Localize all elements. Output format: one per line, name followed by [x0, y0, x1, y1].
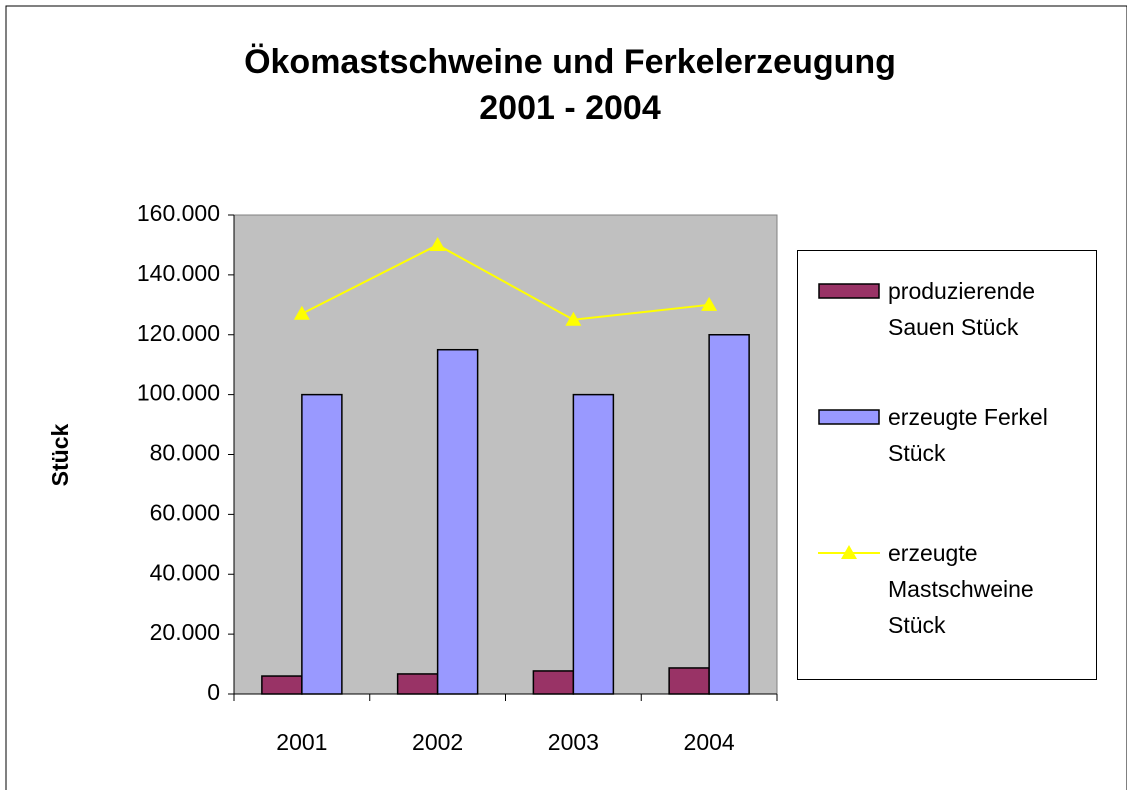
bar	[436, 348, 479, 695]
legend-label: erzeugte Mastschweine Stück	[888, 540, 1034, 638]
legend-swatch	[818, 545, 880, 559]
line	[301, 243, 710, 321]
y-tick-label: 100.000	[137, 380, 220, 406]
y-tick-label: 60.000	[150, 499, 220, 525]
marker	[293, 305, 310, 320]
legend-swatch	[818, 409, 880, 425]
legend-label: erzeugte Ferkel Stück	[888, 404, 1048, 466]
y-tick-label: 40.000	[150, 559, 220, 585]
x-tick-label: 2002	[412, 729, 463, 755]
marker	[565, 311, 582, 326]
bar	[396, 673, 439, 695]
marker	[429, 236, 446, 251]
x-tick-label: 2003	[548, 729, 599, 755]
bar	[668, 667, 710, 695]
y-tick-label: 80.000	[150, 440, 220, 466]
x-tick-label: 2001	[276, 729, 327, 755]
bar	[261, 675, 303, 695]
bar	[708, 334, 750, 695]
x-tick-label: 2004	[684, 729, 735, 755]
bar	[572, 393, 615, 695]
legend: produzierende Sauen Stück erzeugte Ferkel…	[797, 250, 1097, 680]
y-axis-label: Stück	[47, 423, 73, 486]
chart-title: Ökomastschweine und Ferkelerzeugung	[244, 43, 896, 81]
marker	[701, 296, 718, 311]
y-tick-label: 120.000	[137, 320, 220, 346]
bar	[532, 670, 575, 695]
y-tick-label: 160.000	[137, 200, 220, 226]
legend-swatch	[818, 283, 880, 299]
y-tick-label: 140.000	[137, 260, 220, 286]
y-tick-label: 0	[207, 679, 220, 705]
y-tick-label: 20.000	[150, 619, 220, 645]
legend-label: produzierende Sauen Stück	[888, 278, 1036, 340]
chart-title: 2001 - 2004	[479, 89, 661, 127]
bar	[301, 393, 343, 695]
